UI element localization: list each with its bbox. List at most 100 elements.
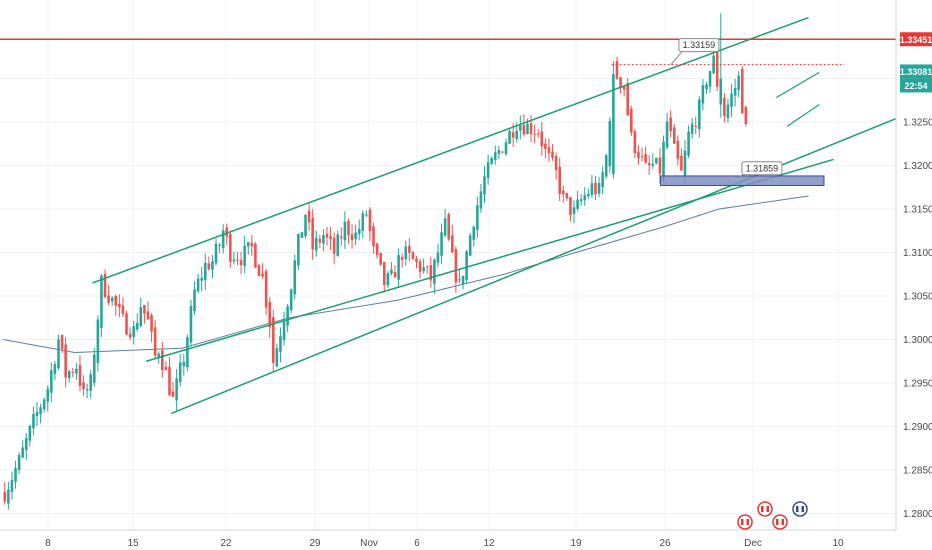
candle-body: [264, 271, 268, 308]
candle-body: [89, 374, 92, 391]
candle-body: [533, 133, 536, 135]
candle-body: [71, 371, 75, 373]
candle-body: [683, 150, 687, 176]
candle-body: [425, 266, 429, 268]
flag-us-icon[interactable]: [792, 501, 808, 517]
candle-body: [390, 269, 393, 274]
candle-body: [78, 365, 82, 387]
candle-body: [386, 272, 390, 286]
current-price-badge-bg: [900, 64, 932, 79]
candle-body: [279, 336, 282, 352]
flag-ca-icon[interactable]: [737, 514, 753, 530]
candle-body: [501, 151, 504, 153]
candle-body: [329, 236, 332, 240]
candle-body: [21, 447, 24, 458]
candle-body: [168, 366, 171, 395]
candle-body: [229, 233, 232, 262]
candle-body: [157, 353, 161, 358]
callout-box: [678, 38, 720, 53]
candle-body: [493, 152, 497, 160]
candle-body: [698, 99, 701, 130]
candle-body: [526, 123, 529, 135]
candle-body: [357, 228, 361, 235]
candle-body: [601, 172, 604, 188]
candle-body: [433, 259, 436, 284]
candle-body: [604, 155, 608, 177]
candle-body: [121, 305, 125, 315]
candle-body: [332, 237, 336, 254]
trend-lines: [0, 16, 932, 415]
candle-body: [694, 125, 698, 127]
price-tick-label: 1.30000: [903, 335, 932, 346]
countdown-badge: 22:54: [904, 81, 927, 91]
event-icons[interactable]: [737, 501, 808, 530]
candle-body: [429, 265, 433, 281]
candle-body: [723, 97, 726, 116]
time-tick-label: 12: [483, 538, 495, 549]
time-tick-label: 22: [220, 538, 232, 549]
resistance-price-badge-bg: [900, 32, 932, 47]
candle-body: [476, 205, 479, 230]
candle-body: [125, 313, 128, 335]
candle-body: [408, 245, 411, 253]
candle-body: [644, 154, 647, 163]
candle-body: [60, 334, 64, 349]
candle-body: [311, 218, 314, 250]
candle-body: [282, 321, 286, 341]
candle-body: [254, 243, 257, 268]
icon-stripe: [798, 506, 802, 512]
candle-body: [733, 87, 737, 96]
candle-body: [10, 479, 14, 492]
candle-body: [325, 233, 329, 238]
candle-body: [365, 214, 368, 216]
candle-body: [619, 77, 622, 89]
candle-body: [14, 468, 17, 482]
candle-body: [114, 295, 118, 306]
price-tick-label: 1.32500: [903, 118, 932, 129]
candle-body: [730, 93, 733, 107]
candle-body: [486, 162, 490, 179]
time-axis[interactable]: 8 15 22 29 Nov 6 12 19 26 Dec 10: [0, 529, 932, 550]
flag-ca-icon[interactable]: [772, 514, 788, 530]
candle-body: [128, 333, 132, 338]
moving-average-line: [2, 195, 809, 354]
candle-body: [100, 275, 103, 328]
candle-body: [708, 71, 712, 87]
candle-body: [715, 50, 719, 87]
candle-body: [379, 252, 382, 265]
grid: [0, 0, 896, 530]
candle-body: [42, 399, 46, 410]
candle-body: [64, 344, 67, 378]
flag-lower-line: [786, 104, 820, 127]
candle-body: [186, 337, 189, 368]
candle-body: [17, 455, 21, 470]
candle-body: [361, 213, 365, 231]
candle-body: [672, 127, 676, 144]
candle-body: [139, 307, 143, 327]
candle-body: [547, 147, 551, 154]
candle-body: [415, 258, 418, 262]
candle-body: [3, 491, 7, 502]
candle-body: [372, 226, 375, 247]
candle-body: [454, 249, 458, 283]
channel-lower-line: [170, 103, 932, 415]
price-tick-label: 1.29500: [903, 379, 932, 390]
candle-body: [468, 235, 472, 256]
candle-body: [565, 193, 569, 199]
candle-body: [404, 246, 408, 260]
candle-body: [207, 263, 211, 270]
price-tick-label: 1.28000: [903, 509, 932, 520]
candle-body: [737, 75, 740, 91]
candle-body: [7, 489, 10, 504]
flag-ca-icon[interactable]: [757, 501, 773, 517]
time-tick-label: 8: [45, 538, 51, 549]
callout-label: 1.31859: [746, 163, 779, 173]
time-tick-label: 19: [570, 538, 582, 549]
candle-body: [300, 232, 304, 238]
candle-body: [268, 302, 271, 328]
candle-body: [286, 306, 289, 326]
candle-body: [465, 251, 468, 281]
candle-body: [680, 156, 683, 171]
candle-body: [343, 221, 347, 241]
